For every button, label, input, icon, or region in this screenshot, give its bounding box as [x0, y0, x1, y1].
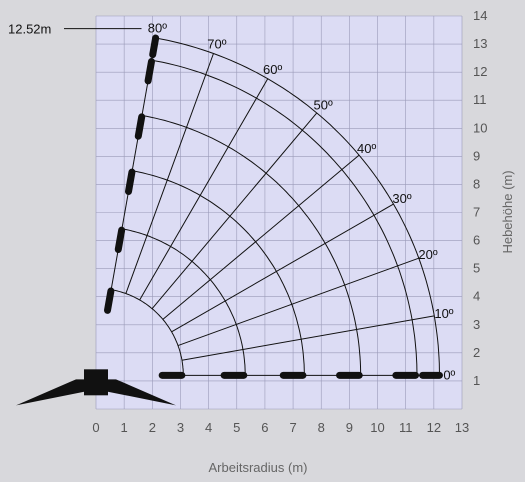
angle-labels: 0º 10º 20º 30º 40º 50º 60º 70º 80º [148, 20, 456, 382]
x-tick-label: 9 [346, 420, 353, 435]
y-tick-label: 13 [473, 36, 487, 51]
y-tick-label: 5 [473, 261, 480, 276]
x-tick-label: 11 [399, 420, 413, 435]
x-tick-label: 6 [261, 420, 268, 435]
angle-ray [177, 257, 419, 347]
boom-section [103, 287, 115, 314]
angle-ray [139, 78, 269, 301]
x-tick-label: 12 [427, 420, 441, 435]
annotation-label: 12.52m [8, 22, 51, 37]
y-tick-label: 1 [473, 373, 480, 388]
x-tick-label: 2 [149, 420, 156, 435]
angle-label: 40º [357, 141, 376, 156]
x-axis-ticks: 0 1 2 3 4 5 6 7 8 9 10 11 12 13 [92, 420, 469, 435]
boom-section [134, 113, 146, 140]
angle-label: 50º [314, 97, 333, 112]
angle-ray [125, 53, 214, 294]
angle-label: 30º [392, 191, 411, 206]
angle-label: 0º [443, 367, 455, 382]
y-tick-label: 7 [473, 205, 480, 220]
x-axis-label: Arbeitsradius (m) [209, 460, 308, 475]
boom-section [114, 226, 126, 254]
x-tick-label: 10 [370, 420, 384, 435]
y-tick-label: 9 [473, 148, 480, 163]
y-tick-label: 2 [473, 345, 480, 360]
y-tick-label: 12 [473, 64, 487, 79]
angle-label: 10º [434, 306, 453, 321]
x-tick-label: 3 [177, 420, 184, 435]
x-tick-label: 1 [121, 420, 128, 435]
x-tick-label: 7 [289, 420, 296, 435]
angle-label: 60º [263, 62, 282, 77]
x-tick-label: 4 [205, 420, 212, 435]
x-tick-label: 5 [233, 420, 240, 435]
y-tick-label: 14 [473, 8, 487, 23]
y-tick-label: 11 [473, 92, 487, 107]
angle-ray [151, 112, 318, 309]
boom-silhouettes [16, 34, 443, 406]
y-tick-label: 3 [473, 317, 480, 332]
y-tick-label: 10 [473, 120, 487, 135]
crane-body [84, 369, 108, 396]
y-tick-label: 6 [473, 233, 480, 248]
angle-label: 20º [418, 247, 437, 262]
grid-lines [95, 15, 463, 410]
x-tick-label: 13 [455, 420, 469, 435]
angle-ray [181, 315, 435, 361]
boom-section [125, 168, 136, 195]
angle-label: 70º [207, 36, 226, 51]
y-tick-label: 4 [473, 289, 480, 304]
x-tick-label: 0 [92, 420, 99, 435]
annotations: 12.52m [8, 22, 142, 37]
angle-label: 80º [148, 20, 167, 35]
y-tick-label: 8 [473, 176, 480, 191]
boom-tip [149, 34, 160, 59]
angle-ray [162, 154, 360, 320]
x-tick-label: 8 [318, 420, 325, 435]
boom-section [144, 58, 155, 85]
angle-ray [171, 203, 394, 333]
y-axis-label: Hebehöhe (m) [500, 170, 515, 253]
